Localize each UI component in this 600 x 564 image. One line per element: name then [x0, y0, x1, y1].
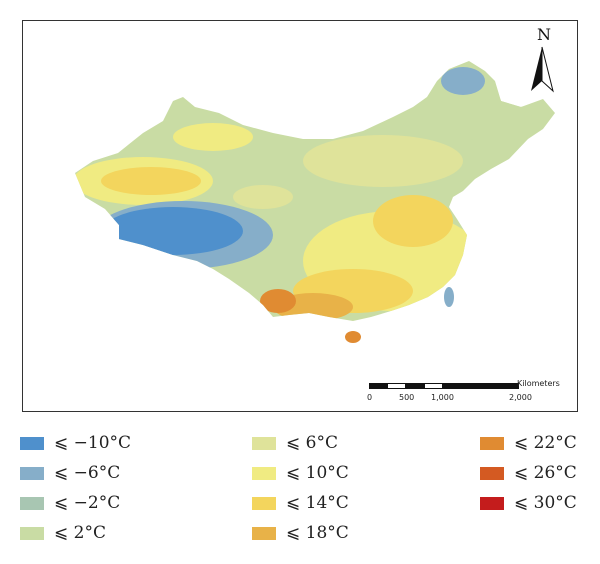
- legend-item: ⩽ 6°C: [252, 432, 338, 454]
- legend-label: ⩽ 2°C: [54, 523, 106, 543]
- legend-swatch: [480, 496, 504, 510]
- legend-label: ⩽ 22°C: [514, 433, 577, 453]
- legend-swatch: [20, 526, 44, 540]
- scale-tick-label: 2,000: [509, 393, 532, 402]
- legend-item: ⩽ 14°C: [252, 492, 349, 514]
- legend-label: ⩽ −2°C: [54, 493, 121, 513]
- legend-label: ⩽ 26°C: [514, 463, 577, 483]
- scale-tick-label: 500: [399, 393, 415, 402]
- legend-swatch: [20, 496, 44, 510]
- north-label: N: [537, 25, 551, 44]
- legend-label: ⩽ 10°C: [286, 463, 349, 483]
- legend-item: ⩽ 30°C: [480, 492, 577, 514]
- legend-item: ⩽ 10°C: [252, 462, 349, 484]
- legend-swatch: [480, 466, 504, 480]
- legend-label: ⩽ 14°C: [286, 493, 349, 513]
- legend-item: ⩽ −10°C: [20, 432, 131, 454]
- china-landmass: [75, 61, 555, 321]
- legend-item: ⩽ 22°C: [480, 432, 577, 454]
- legend-swatch: [480, 436, 504, 450]
- scale-tick-label: 0: [367, 393, 373, 402]
- legend-item: ⩽ 2°C: [20, 522, 106, 544]
- legend-label: ⩽ 30°C: [514, 493, 577, 513]
- temperature-map: [75, 61, 555, 343]
- legend-item: ⩽ −2°C: [20, 492, 120, 514]
- scale-bar-graphic: [369, 383, 519, 389]
- map-frame: N Kilometers 0 500 1,000 2,000: [22, 20, 578, 412]
- legend-item: ⩽ 26°C: [480, 462, 577, 484]
- taiwan-island: [444, 287, 454, 307]
- north-arrow-icon: N: [527, 25, 557, 97]
- legend-swatch: [252, 526, 276, 540]
- legend-swatch: [252, 466, 276, 480]
- north-arrow-shape: [531, 46, 554, 93]
- legend-swatch: [252, 496, 276, 510]
- hainan-island: [345, 331, 361, 343]
- legend-label: ⩽ −10°C: [54, 433, 132, 453]
- scale-tick-label: 1,000: [431, 393, 454, 402]
- scale-bar: Kilometers 0 500 1,000 2,000: [367, 379, 569, 403]
- scale-unit-label: Kilometers: [517, 379, 560, 388]
- legend: ⩽ −10°C ⩽ −6°C ⩽ −2°C ⩽ 2°C ⩽ 6°C ⩽ 10°C…: [20, 432, 590, 552]
- legend-label: ⩽ −6°C: [54, 463, 121, 483]
- legend-swatch: [20, 466, 44, 480]
- legend-swatch: [20, 436, 44, 450]
- legend-label: ⩽ 18°C: [286, 523, 349, 543]
- legend-item: ⩽ −6°C: [20, 462, 120, 484]
- legend-label: ⩽ 6°C: [286, 433, 338, 453]
- legend-swatch: [252, 436, 276, 450]
- legend-item: ⩽ 18°C: [252, 522, 349, 544]
